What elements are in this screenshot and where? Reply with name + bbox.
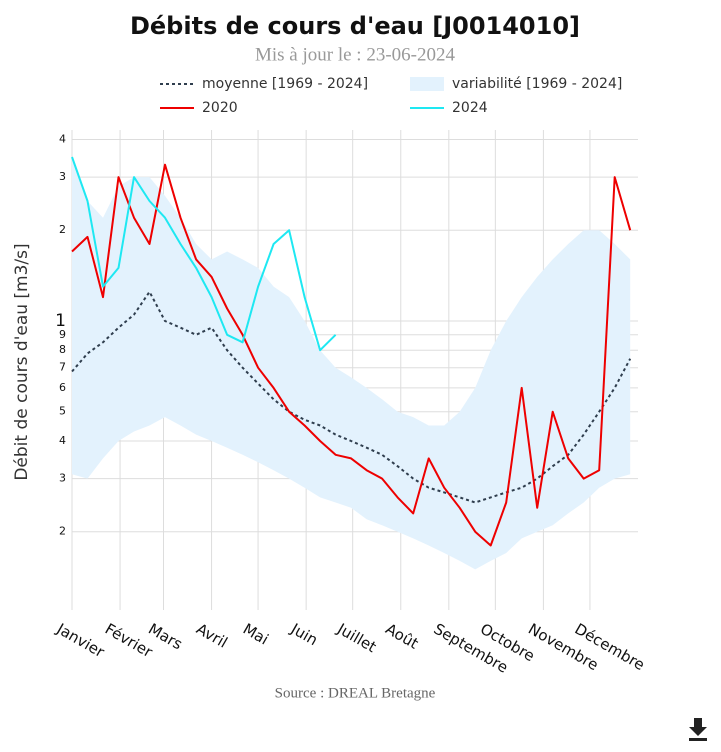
legend-label: 2024 [452,100,488,116]
legend-label: variabilité [1969 - 2024] [452,76,622,92]
chart-title: Débits de cours d'eau [J0014010] [130,12,580,40]
y-axis-title: Débit de cours d'eau [m3/s] [12,243,32,480]
x-tick-label: Février [102,620,156,662]
series-line [71,163,632,547]
download-icon[interactable] [689,718,707,741]
y-tick-label: 5 [59,405,66,418]
series-line [71,290,632,504]
x-tick-label: Juin [287,619,321,649]
y-tick-label: 4 [59,132,66,145]
x-tick-label: Mai [240,620,272,649]
x-tick-label: Avril [193,620,230,652]
y-tick-label: 1 [55,311,66,331]
legend-swatch [410,77,444,91]
legend-label: 2020 [202,100,238,116]
x-tick-label: Août [382,620,421,653]
y-tick-label: 2 [59,223,66,236]
chart-subtitle: Mis à jour le : 23-06-2024 [255,44,456,65]
y-tick-label: 4 [59,434,66,447]
y-tick-label: 7 [59,361,66,374]
variability-band [72,157,631,570]
y-tick-label: 6 [59,381,66,394]
source: Source : DREAL Bretagne [275,685,436,701]
y-tick-label: 8 [59,343,66,356]
y-tick-label: 3 [59,472,66,485]
y-tick-label: 3 [59,170,66,183]
x-tick-label: Juillet [334,619,380,656]
y-tick-label: 9 [59,328,66,341]
series-line [71,156,337,352]
x-tick-label: Janvier [53,619,108,661]
legend-label: moyenne [1969 - 2024] [202,76,368,92]
y-tick-label: 2 [59,525,66,538]
